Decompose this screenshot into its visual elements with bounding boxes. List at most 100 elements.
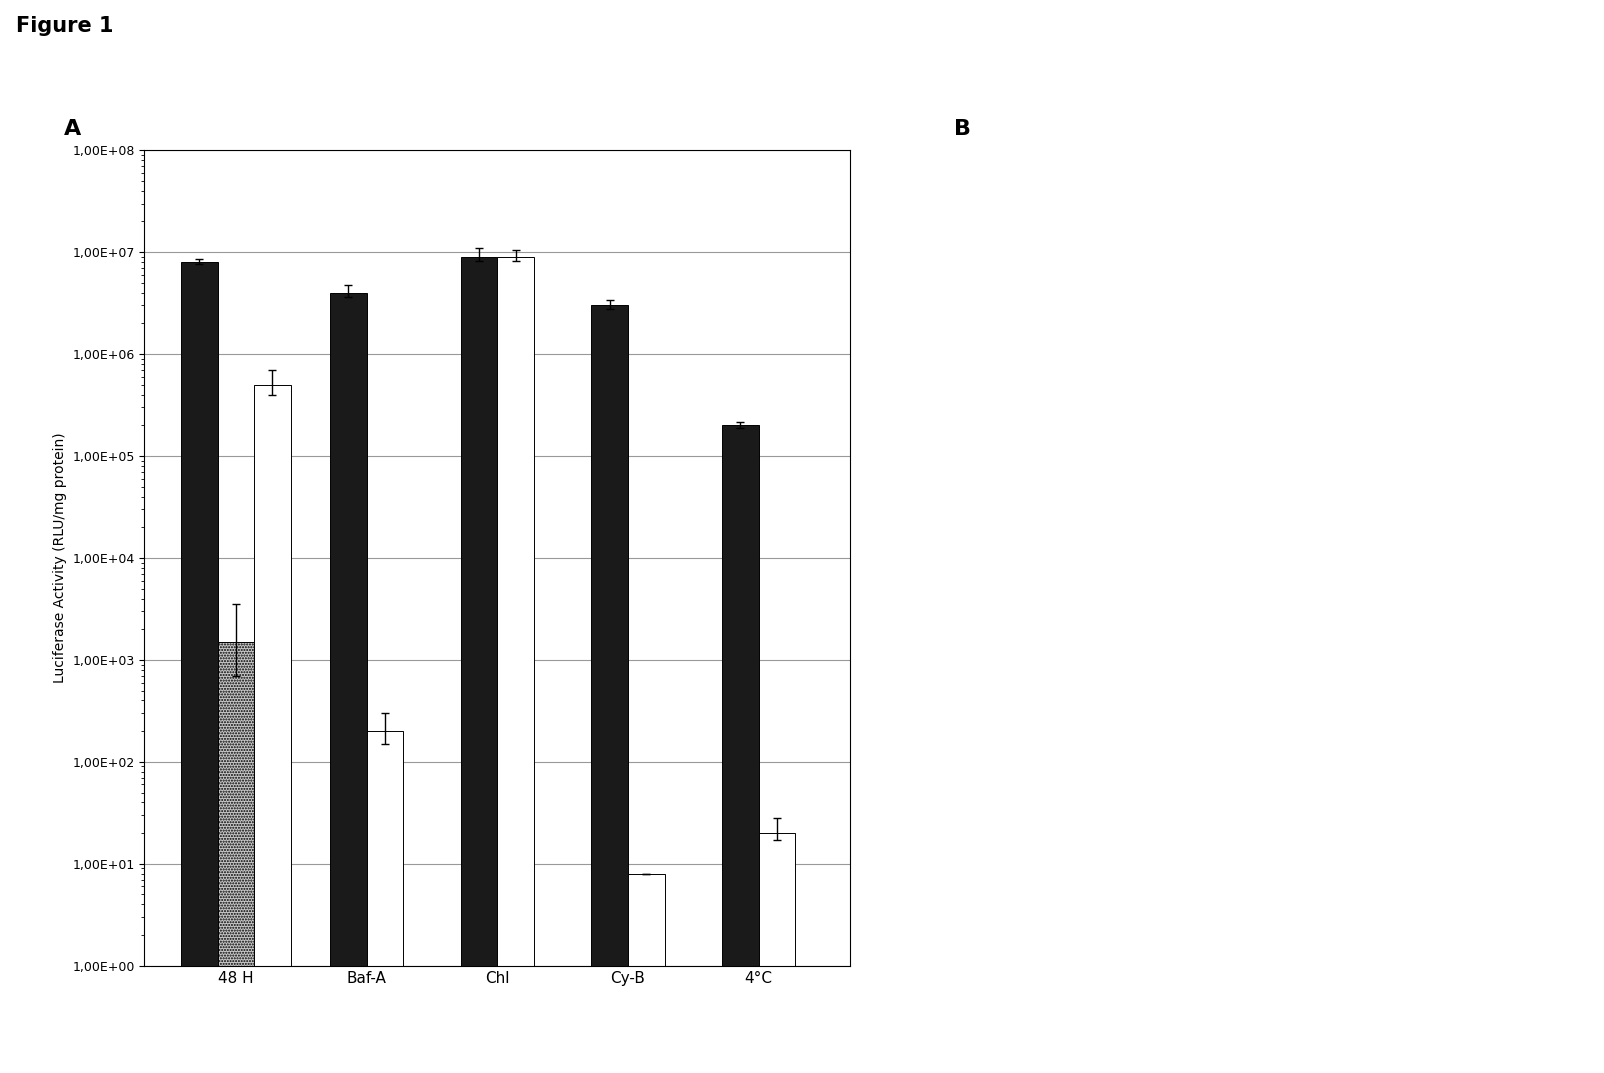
Point	[1261, 174, 1286, 191]
Point	[1171, 248, 1197, 265]
Point	[1230, 306, 1256, 323]
Point	[1241, 338, 1267, 355]
Point	[1052, 248, 1078, 265]
Point	[1224, 115, 1250, 132]
Point	[1298, 796, 1323, 813]
Point	[1213, 780, 1238, 797]
Point	[1251, 755, 1277, 773]
Point	[1078, 505, 1104, 523]
Point	[1232, 178, 1258, 195]
Point	[1327, 508, 1352, 525]
Point	[1004, 755, 1030, 773]
Point	[1285, 798, 1310, 815]
Point	[1238, 144, 1264, 161]
Point	[1221, 561, 1246, 578]
Point	[1522, 252, 1548, 269]
Point	[1315, 784, 1341, 802]
Point	[1128, 840, 1153, 857]
Point	[1115, 873, 1140, 891]
Point	[1063, 790, 1089, 807]
Point	[1269, 779, 1294, 796]
Point	[1399, 274, 1424, 291]
Point	[1118, 804, 1144, 821]
Point	[1028, 174, 1054, 191]
Point	[1432, 509, 1458, 526]
Text: Figure 1: Figure 1	[16, 16, 114, 36]
Point	[1437, 548, 1463, 565]
Point	[1168, 578, 1193, 596]
Point	[1241, 925, 1267, 942]
Point	[1254, 249, 1280, 266]
Point	[1250, 799, 1275, 817]
Point	[1046, 829, 1071, 847]
Point	[1343, 435, 1368, 452]
Point	[1474, 204, 1500, 221]
Point	[1434, 279, 1460, 296]
Point	[1031, 355, 1057, 372]
Point	[1278, 825, 1304, 842]
Point	[1288, 124, 1314, 142]
Point	[1325, 521, 1351, 539]
Point	[1416, 548, 1442, 565]
Point	[1200, 244, 1225, 261]
Point	[1389, 221, 1415, 238]
Point	[1237, 240, 1262, 258]
Point	[1391, 266, 1416, 283]
Point	[1094, 849, 1120, 866]
Point	[1347, 508, 1373, 525]
Point	[1161, 247, 1187, 264]
Point	[1270, 834, 1296, 851]
Point	[1293, 796, 1318, 813]
Point	[1185, 858, 1211, 876]
Point	[1298, 777, 1323, 794]
Point	[1339, 453, 1365, 470]
Point	[1176, 593, 1201, 611]
Point	[1307, 342, 1333, 359]
Point	[1171, 141, 1197, 158]
Point	[1250, 350, 1275, 367]
Point	[1057, 528, 1083, 545]
Point	[1389, 176, 1415, 193]
Point	[1309, 843, 1335, 861]
Point	[1327, 529, 1352, 546]
Point	[1299, 535, 1325, 553]
Point	[1456, 521, 1482, 539]
Point	[1275, 501, 1301, 518]
Point	[1110, 567, 1136, 584]
Point	[1145, 941, 1171, 958]
Point	[1235, 597, 1261, 614]
Point	[1389, 317, 1415, 334]
Point	[1110, 527, 1136, 544]
Point	[1065, 567, 1091, 584]
Point	[1296, 760, 1322, 777]
Point	[1500, 344, 1525, 362]
Point	[1278, 843, 1304, 861]
Point	[1253, 862, 1278, 879]
Point	[1198, 205, 1224, 222]
Point	[1068, 823, 1094, 840]
Point	[1509, 239, 1535, 256]
Point	[1339, 253, 1365, 270]
Point	[1455, 232, 1480, 249]
Point	[1460, 497, 1485, 514]
Point	[1399, 569, 1424, 586]
Point	[1429, 541, 1455, 558]
Point	[988, 818, 1014, 835]
Point	[1384, 473, 1410, 490]
Point	[1490, 512, 1516, 529]
Point	[1084, 544, 1110, 561]
Text: A: A	[64, 119, 82, 139]
Point	[1408, 102, 1434, 119]
Point	[1307, 531, 1333, 548]
Point	[1203, 261, 1229, 278]
Point	[1501, 176, 1527, 193]
Point	[1079, 285, 1105, 303]
Point	[1453, 525, 1479, 542]
Point	[1073, 848, 1099, 865]
Point	[1363, 501, 1389, 518]
Point	[1416, 472, 1442, 489]
Point	[1208, 547, 1233, 564]
Point	[1241, 792, 1267, 809]
Point	[1067, 616, 1092, 633]
Point	[1115, 520, 1140, 538]
